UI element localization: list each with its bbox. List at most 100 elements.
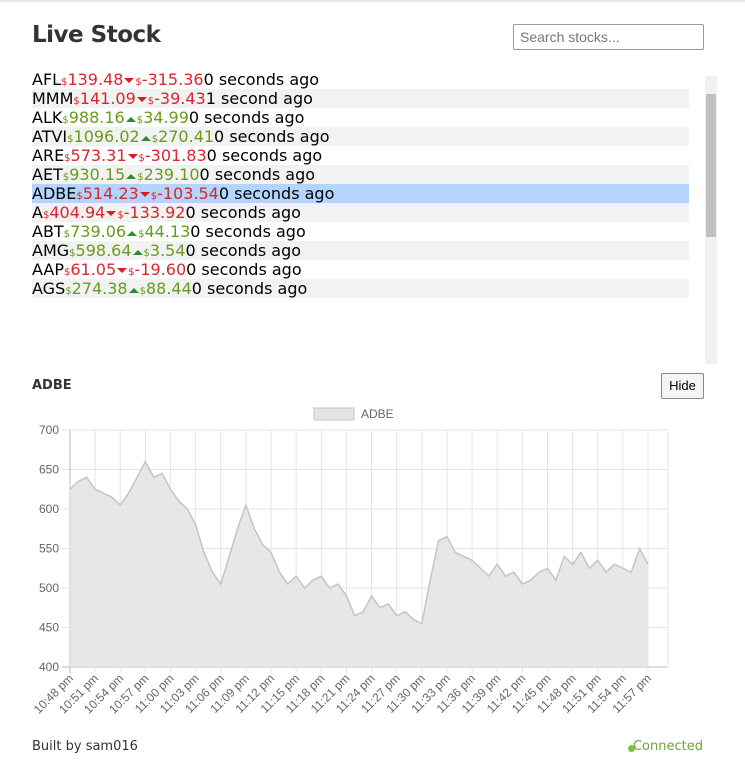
change-value: 239.10 <box>143 165 200 184</box>
change-value: 88.44 <box>145 279 192 298</box>
stock-row[interactable]: A$404.94 $-133.920 seconds ago <box>32 203 689 222</box>
change: $88.44 <box>140 279 192 298</box>
trend-arrow <box>136 89 148 108</box>
stock-row[interactable]: ALK$988.16 $34.990 seconds ago <box>32 108 689 127</box>
currency: $ <box>137 172 144 183</box>
currency: $ <box>62 172 70 183</box>
title: Live Stock <box>32 22 161 48</box>
line <box>69 459 649 625</box>
symbol: AFL <box>32 70 62 89</box>
change: $44.13 <box>138 222 190 241</box>
price: $274.38 <box>65 279 127 298</box>
stock-row[interactable]: ADBE$514.23 $-103.540 seconds ago <box>32 184 689 203</box>
stock-row[interactable]: ABT$739.06 $44.130 seconds ago <box>32 222 689 241</box>
price-value: 404.94 <box>49 203 106 222</box>
change: $-133.92 <box>117 203 185 222</box>
price: $141.09 <box>73 89 135 108</box>
updated: 0 seconds ago <box>191 279 308 298</box>
symbol: MMM <box>32 89 74 108</box>
stock-row[interactable]: ARE$573.31 $-301.830 seconds ago <box>32 146 689 165</box>
currency: $ <box>151 134 159 145</box>
change: $-103.54 <box>151 184 219 203</box>
price: $404.94 <box>43 203 105 222</box>
currency: $ <box>64 153 71 164</box>
scroll-thumb[interactable] <box>706 94 716 237</box>
currency: $ <box>139 286 146 297</box>
change-value: -103.54 <box>157 184 219 203</box>
stock-row[interactable]: AFL$139.48 $-315.360 seconds ago <box>32 70 689 89</box>
y-tick-label: 400 <box>39 660 59 674</box>
price-value: 598.64 <box>75 241 132 260</box>
change-value: 270.41 <box>158 127 215 146</box>
currency: $ <box>135 77 142 88</box>
status-dot <box>628 745 635 752</box>
price: $1096.02 <box>67 127 140 146</box>
symbol: AET <box>32 165 63 184</box>
trend-arrow <box>140 127 152 146</box>
trend-arrow <box>125 108 137 127</box>
y-tick-label: 550 <box>39 542 59 556</box>
change-value: -39.43 <box>154 89 206 108</box>
change: $270.41 <box>152 127 214 146</box>
price-value: 139.48 <box>67 70 124 89</box>
change-value: 34.99 <box>143 108 189 127</box>
y-tick-label: 650 <box>39 463 59 477</box>
y-tick-label: 600 <box>39 502 59 516</box>
search-input[interactable]: Search stocks... <box>513 24 704 50</box>
stock-row[interactable]: AAP$61.05 $-19.600 seconds ago <box>32 260 689 279</box>
stock-row[interactable]: AET$930.15 $239.100 seconds ago <box>32 165 689 184</box>
currency: $ <box>67 134 74 145</box>
change-value: 44.13 <box>144 222 191 241</box>
stock-row[interactable]: ATVI$1096.02 $270.410 seconds ago <box>32 127 689 146</box>
legend-label: ADBE <box>361 407 394 421</box>
currency: $ <box>150 191 158 202</box>
top-bar <box>0 0 745 3</box>
currency: $ <box>143 248 150 259</box>
change: $3.54 <box>144 241 186 260</box>
hide-button[interactable]: Hide <box>661 373 704 399</box>
currency: $ <box>138 153 145 164</box>
currency: $ <box>61 77 68 88</box>
updated: 0 seconds ago <box>218 184 335 203</box>
trend-arrow <box>128 279 140 298</box>
price-value: 61.05 <box>70 260 117 279</box>
price: $739.06 <box>64 222 126 241</box>
currency: $ <box>128 267 135 278</box>
stock-row[interactable]: AGS$274.38 $88.440 seconds ago <box>32 279 689 298</box>
price-value: 274.38 <box>71 279 128 298</box>
updated: 1 second ago <box>205 89 313 108</box>
price-value: 1096.02 <box>73 127 140 146</box>
trend-arrow <box>139 184 151 203</box>
currency: $ <box>76 191 83 202</box>
stock-table: AFL$139.48 $-315.360 seconds ago MMM$141.0… <box>32 70 689 368</box>
price: $514.23 <box>76 184 138 203</box>
change: $-39.43 <box>148 89 206 108</box>
y-tick-label: 450 <box>39 621 59 635</box>
change: $34.99 <box>137 108 189 127</box>
symbol: ALK <box>32 108 63 127</box>
symbol: ABT <box>32 222 64 241</box>
currency: $ <box>42 210 50 221</box>
updated: 0 seconds ago <box>214 127 330 146</box>
trend-arrow <box>105 203 117 222</box>
change: $239.10 <box>137 165 199 184</box>
trend-arrow <box>126 222 138 241</box>
updated: 0 seconds ago <box>185 241 302 260</box>
price-value: 988.16 <box>68 108 125 127</box>
change: $-301.83 <box>139 146 207 165</box>
trend-arrow <box>123 70 135 89</box>
change-value: -133.92 <box>123 203 186 222</box>
price: $139.48 <box>61 70 123 89</box>
change-value: -315.36 <box>141 70 204 89</box>
stock-row[interactable]: MMM$141.09 $-39.431 second ago <box>32 89 689 108</box>
area <box>70 461 648 667</box>
symbol: ADBE <box>32 184 77 203</box>
currency: $ <box>62 115 69 126</box>
currency: $ <box>69 248 76 259</box>
symbol: AMG <box>32 241 70 260</box>
price: $988.16 <box>62 108 124 127</box>
change-value: -19.60 <box>134 260 187 279</box>
stock-row[interactable]: AMG$598.64 $3.540 seconds ago <box>32 241 689 260</box>
